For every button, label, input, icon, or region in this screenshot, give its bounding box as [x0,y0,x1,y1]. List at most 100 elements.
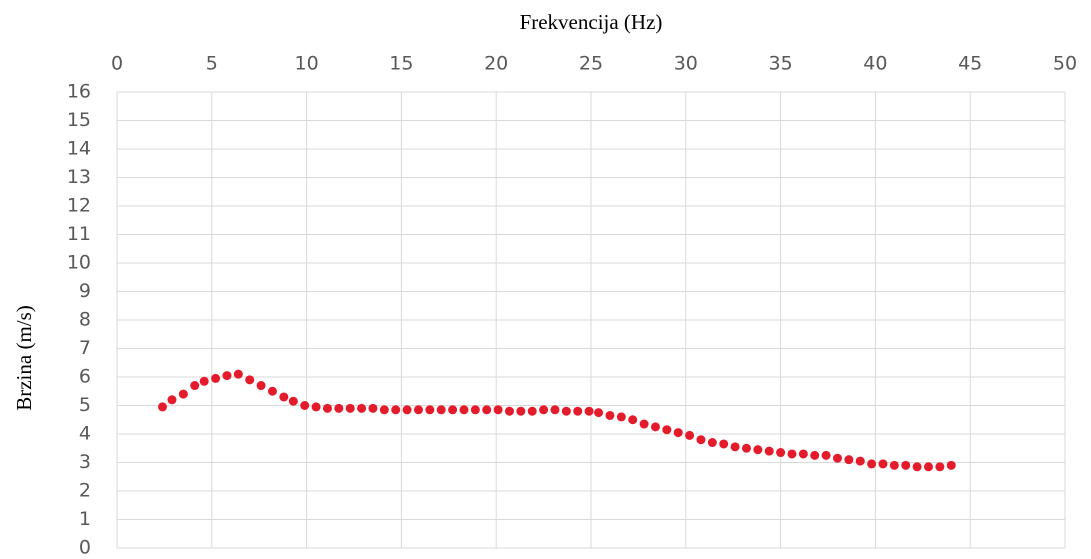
data-point [158,402,168,412]
y-tick-label: 11 [67,223,91,245]
data-point [516,406,526,416]
data-point [594,408,604,418]
y-tick-label: 5 [79,394,91,416]
data-point [311,402,321,412]
data-point [199,376,209,386]
data-point [810,450,820,460]
data-point [550,405,560,415]
data-point [527,406,537,416]
data-point [832,453,842,463]
data-point [357,403,367,413]
data-point [584,406,594,416]
data-point [334,403,344,413]
data-point [178,389,188,399]
x-tick-label: 10 [295,53,319,75]
x-tick-label: 45 [958,53,982,75]
data-point [300,401,310,410]
data-point [402,405,412,415]
data-point [923,462,933,472]
data-point [379,405,389,415]
x-tick-label: 25 [579,53,603,75]
y-tick-label: 1 [79,508,91,530]
x-tick-label: 30 [674,53,698,75]
y-tick-label: 4 [79,423,91,445]
data-point [605,410,615,420]
data-point [650,422,660,432]
data-point [459,405,469,415]
data-point [573,406,583,416]
data-point [167,395,177,405]
data-point [753,445,763,455]
data-point [482,405,492,415]
y-tick-label: 16 [67,81,91,103]
data-point [190,381,200,391]
data-point [707,438,717,448]
data-point [448,405,458,415]
data-point [470,405,480,415]
x-axis-title: Frekvencija (Hz) [520,10,663,34]
data-point [425,405,435,415]
data-point [391,405,401,415]
data-point [696,435,706,445]
y-tick-label: 2 [79,480,91,502]
y-tick-label: 7 [79,337,91,359]
data-point [798,449,808,459]
data-point [245,375,255,385]
data-point [368,403,378,413]
y-tick-label: 15 [67,109,91,131]
data-point [436,405,446,415]
y-tick-label: 10 [67,252,91,274]
data-point [764,446,774,456]
data-point [673,428,683,438]
data-point [256,381,266,391]
data-point [662,425,672,435]
data-point [878,459,888,469]
data-point [267,386,277,396]
x-tick-label: 15 [389,53,413,75]
data-point [889,460,899,470]
x-tick-label: 50 [1053,53,1077,75]
data-point [211,373,221,383]
y-tick-label: 0 [79,537,91,559]
data-point [867,459,877,469]
y-tick-label: 13 [67,166,91,188]
y-tick-label: 14 [67,138,91,160]
y-axis-title: Brzina (m/s) [12,305,36,411]
y-tick-label: 6 [79,366,91,388]
data-point [616,412,626,422]
data-point [935,462,945,472]
y-tick-label: 9 [79,280,91,302]
x-tick-label: 5 [206,53,218,75]
data-point [776,448,786,458]
data-point [345,403,355,413]
x-tick-label: 35 [769,53,793,75]
data-point [730,442,740,452]
y-tick-label: 3 [79,451,91,473]
data-point [322,403,332,413]
data-point [855,456,865,466]
data-point [639,419,649,429]
data-point [504,406,514,416]
data-point [741,443,751,453]
data-point [628,415,638,425]
data-point [844,455,854,465]
data-point [539,405,549,415]
data-point [719,439,729,449]
data-point [561,406,571,416]
data-point [685,430,695,440]
data-point [787,449,797,459]
data-point [222,371,232,381]
data-point [279,392,289,402]
data-point [413,405,423,415]
data-point [912,462,922,472]
data-point [288,396,298,406]
data-point [946,460,956,470]
y-tick-label: 8 [79,309,91,331]
x-tick-label: 20 [484,53,508,75]
data-point [233,369,243,379]
x-tick-label: 40 [863,53,887,75]
data-point [901,460,911,470]
data-point [493,405,503,415]
data-point [821,450,831,460]
